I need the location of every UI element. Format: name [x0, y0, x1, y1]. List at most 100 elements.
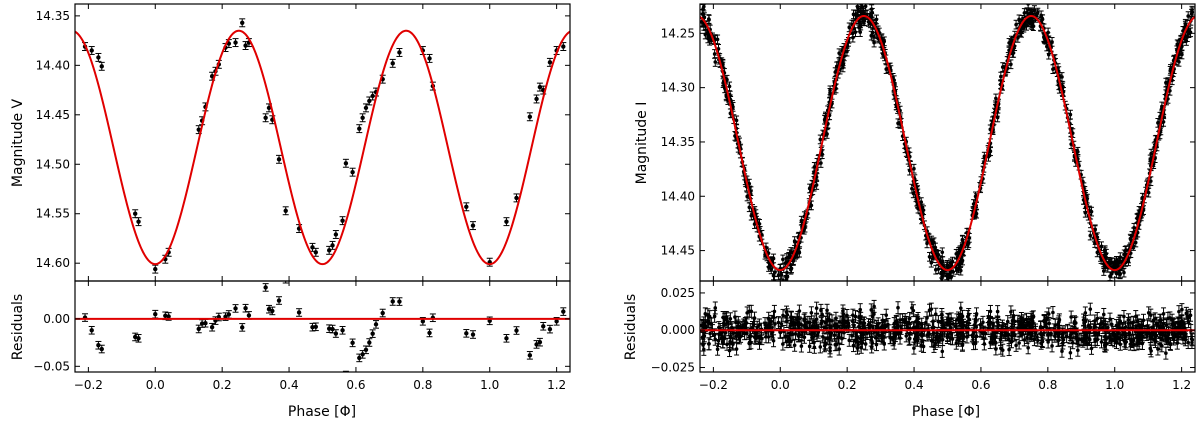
plot-frame [699, 3, 1196, 282]
data-point [265, 103, 272, 113]
residual-point [1015, 321, 1021, 335]
data-point [1024, 20, 1030, 31]
x-axis-label-v: Phase [Φ] [288, 404, 356, 420]
y-tick-label: 14.45 [36, 108, 70, 122]
residual-point [546, 324, 553, 334]
residual-point [846, 333, 852, 347]
residual-point [813, 319, 819, 333]
residual-point [712, 332, 718, 346]
residual-point [819, 314, 825, 328]
data-point [792, 236, 798, 246]
residual-point [712, 301, 718, 315]
y-axis-label-i: Magnitude I [634, 102, 650, 185]
x-tick-label: 1.0 [480, 378, 499, 392]
residual-plot-v: −0.05 0.00 −0.2 0.0 0.2 0.4 0.6 0.8 1.0 1.2 [33, 280, 571, 392]
y-tick-label: 14.45 [661, 244, 695, 258]
residual-point [276, 296, 283, 305]
residual-point [342, 370, 349, 372]
residual-y-axis-label-v: Residuals [10, 294, 26, 360]
data-point [868, 30, 874, 41]
residual-point [1146, 306, 1152, 320]
residual-point [1018, 312, 1024, 325]
residual-point [915, 330, 921, 344]
residual-point [822, 339, 828, 353]
residual-point [1100, 321, 1106, 334]
residual-point [1087, 302, 1093, 316]
residual-point [1184, 309, 1190, 323]
residual-point [1009, 314, 1015, 328]
residual-point [132, 332, 139, 342]
residual-point [868, 303, 874, 317]
residual-point [870, 321, 876, 335]
residual-point [958, 301, 964, 315]
data-point [814, 180, 820, 190]
data-point [855, 4, 861, 14]
residual-point [1084, 336, 1090, 350]
data-point [973, 191, 979, 202]
residual-point [706, 337, 712, 351]
x-tick-label: 1.2 [1172, 378, 1191, 392]
residual-point [981, 337, 987, 351]
residual-point [987, 336, 993, 350]
data-point [396, 48, 403, 57]
data-point [533, 94, 540, 104]
data-point [1006, 38, 1012, 48]
residual-point [1165, 311, 1171, 325]
residual-point [911, 341, 917, 355]
x-tick-label: −0.2 [699, 378, 728, 392]
residual-point [1080, 334, 1086, 348]
residual-point [927, 303, 933, 317]
data-point [1087, 230, 1093, 241]
data-point [712, 49, 718, 59]
data-point [463, 202, 470, 212]
residual-point [744, 326, 750, 340]
residual-point [1025, 341, 1031, 355]
residual-point [553, 317, 560, 326]
x-tick-label: 0.4 [905, 378, 924, 392]
residual-point [1102, 318, 1108, 331]
residual-point [419, 317, 426, 326]
data-point [1013, 19, 1019, 30]
data-point [981, 151, 987, 162]
residual-point [135, 334, 142, 343]
data-point [1059, 72, 1065, 82]
residual-point [974, 307, 980, 321]
residual-point [825, 312, 831, 326]
data-point [426, 53, 433, 63]
residual-point [265, 304, 272, 314]
residual-point [366, 338, 373, 347]
residual-point [1042, 314, 1048, 328]
x-tick-label: 1.0 [1105, 378, 1124, 392]
residual-point [775, 316, 781, 330]
residual-point [1006, 343, 1012, 357]
residual-point [784, 305, 790, 319]
residual-point [540, 321, 547, 331]
residual-point [282, 281, 289, 284]
residual-point [1067, 346, 1073, 360]
residual-point [910, 304, 916, 318]
residual-point [269, 306, 276, 316]
residual-point [960, 309, 966, 323]
panel-magnitude-i: 14.25 14.30 14.35 14.40 14.45 −0.025 0.000 0.0… [623, 3, 1196, 420]
residual-point [912, 332, 918, 346]
residual-point [1157, 337, 1163, 351]
data-point [1098, 241, 1104, 252]
x-tick-label: 0.0 [146, 378, 165, 392]
residual-point [1039, 334, 1045, 348]
residual-point [195, 324, 202, 334]
residual-point [1117, 315, 1123, 329]
residual-point [1188, 308, 1194, 322]
residual-point [373, 320, 380, 329]
data-point [789, 263, 795, 274]
data-point [933, 264, 939, 275]
y-axis-label-v: Magnitude V [10, 98, 26, 187]
residual-point [1050, 306, 1056, 319]
residual-point [470, 330, 477, 339]
data-point [712, 57, 718, 67]
residual-point [939, 311, 945, 325]
data-point [1117, 268, 1123, 279]
data-point [1184, 32, 1190, 42]
residual-point [841, 326, 847, 340]
main-plot-v: 14.35 14.40 14.45 14.50 14.55 14.60 [36, 3, 571, 282]
